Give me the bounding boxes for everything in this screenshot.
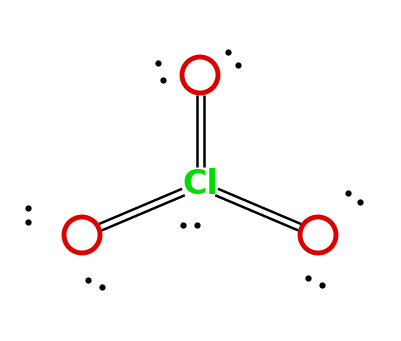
Text: Cl: Cl (182, 168, 218, 202)
